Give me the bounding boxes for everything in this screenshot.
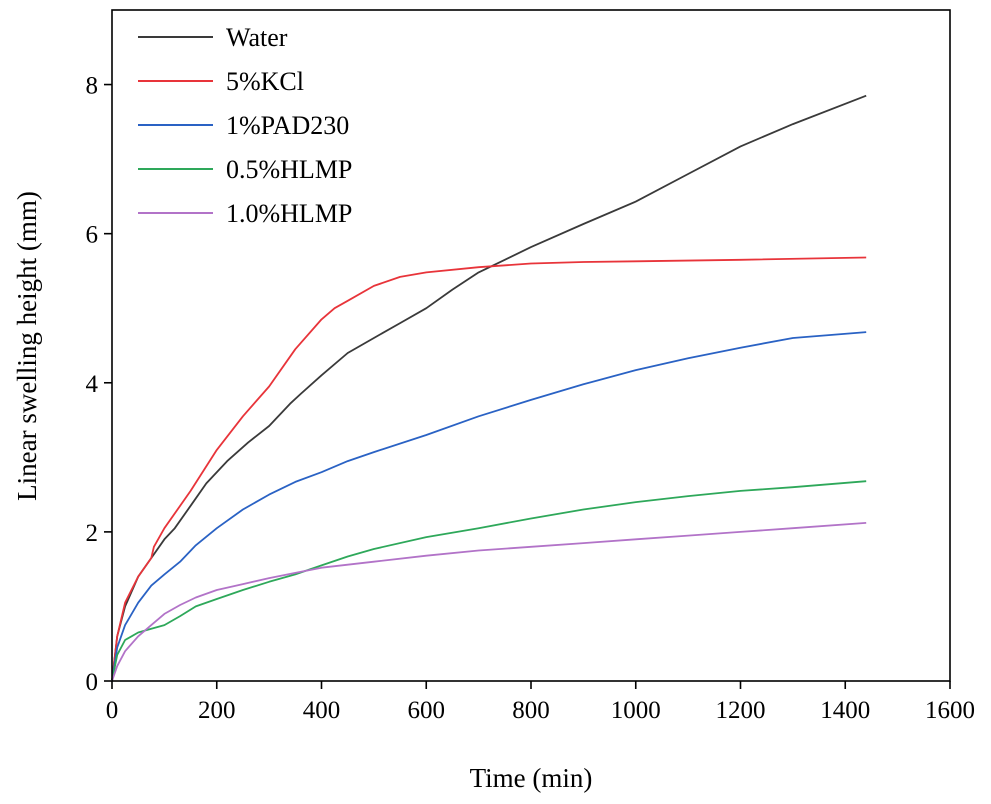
x-tick-label: 1200 <box>716 697 766 724</box>
x-tick-label: 800 <box>512 697 550 724</box>
x-tick-label: 1000 <box>611 697 661 724</box>
x-axis: 0 200 400 600 800 1000 1200 1400 1600 <box>106 681 975 724</box>
y-tick-label: 0 <box>86 669 99 696</box>
y-tick-label: 4 <box>86 371 99 398</box>
series-line-0-5-hlmp <box>111 480 867 682</box>
x-tick-label: 0 <box>106 697 119 724</box>
legend-label-1-0-hlmp: 1.0%HLMP <box>226 199 352 228</box>
legend-label-5-kcl: 5%KCl <box>226 67 304 96</box>
y-tick-label: 2 <box>86 520 99 547</box>
x-tick-label: 600 <box>408 697 446 724</box>
y-tick-label: 6 <box>86 222 99 249</box>
x-tick-label: 1400 <box>820 697 870 724</box>
y-axis-label: Linear swelling height (mm) <box>12 191 42 501</box>
x-tick-label: 400 <box>303 697 341 724</box>
series-line-water <box>111 94 867 682</box>
plot-frame <box>111 9 951 682</box>
legend-label-1-pad230: 1%PAD230 <box>226 111 349 140</box>
y-tick-label: 8 <box>86 73 99 100</box>
x-tick-label: 1600 <box>925 697 975 724</box>
x-tick-label: 200 <box>198 697 236 724</box>
series-line-5-kcl <box>111 256 867 682</box>
legend-label-water: Water <box>226 23 288 52</box>
series-lines <box>111 94 867 682</box>
series-line-1-pad230 <box>111 331 867 682</box>
y-axis: 0 2 4 6 8 <box>86 73 112 696</box>
legend: Water 5%KCl 1%PAD230 0.5%HLMP 1.0%HLMP <box>138 23 352 228</box>
series-line-1-0-hlmp <box>111 522 867 682</box>
legend-label-0-5-hlmp: 0.5%HLMP <box>226 155 352 184</box>
x-axis-label: Time (min) <box>470 763 593 793</box>
